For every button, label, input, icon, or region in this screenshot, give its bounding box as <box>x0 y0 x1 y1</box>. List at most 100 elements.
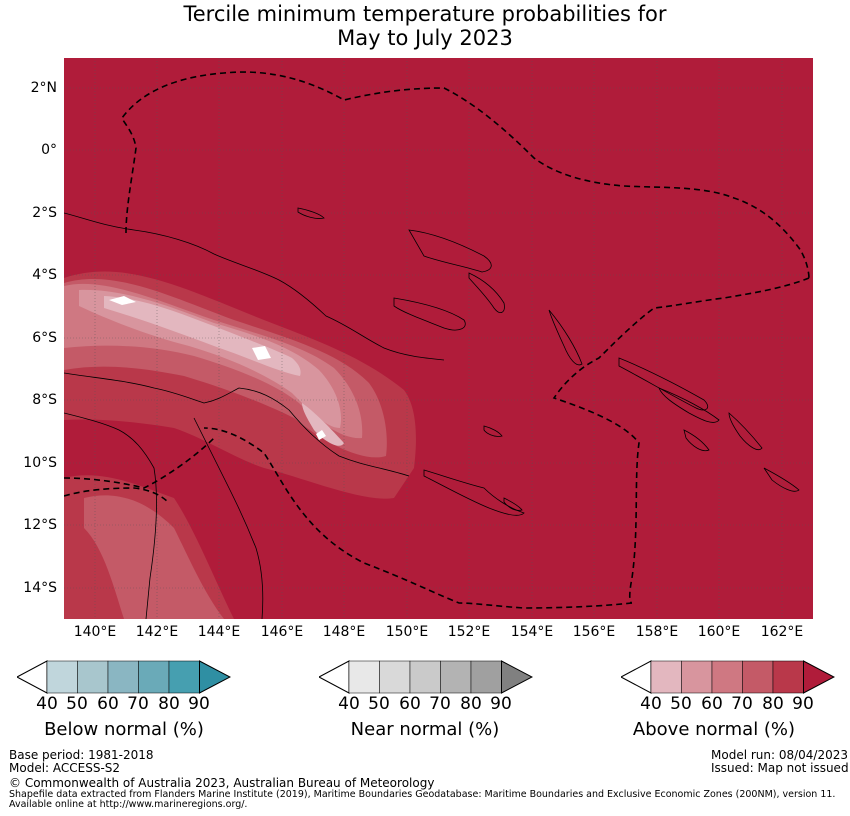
lon-label-146e: 146°E <box>260 624 304 640</box>
below-tick-40: 40 <box>36 694 58 714</box>
lat-label-0: 0° <box>41 142 57 158</box>
base-period-text: Base period: 1981-2018 <box>9 748 154 762</box>
cbar-near-60 <box>409 660 441 694</box>
cbar-above-50 <box>681 660 713 694</box>
cbar-above-under <box>621 660 652 694</box>
probability-map <box>64 58 813 619</box>
title-line-2: May to July 2023 <box>337 26 513 50</box>
lat-label-10s: 10°S <box>23 455 57 471</box>
below-tick-80: 80 <box>158 694 180 714</box>
new-guinea-south-coast <box>64 372 410 477</box>
map-title: Tercile minimum temperature probabilitie… <box>0 2 850 50</box>
shapefile-credit: Shapefile data extracted from Flanders M… <box>9 790 839 810</box>
cbar-near-under <box>319 660 350 694</box>
contour-below-40-spot2 <box>316 430 326 440</box>
cbar-above-70 <box>742 660 774 694</box>
bougainville <box>548 309 583 366</box>
small-island-2 <box>483 425 503 437</box>
below-tick-90: 90 <box>188 694 210 714</box>
louisiade-islands <box>423 469 525 516</box>
colorbar-above-normal <box>621 660 835 694</box>
near-tick-60: 60 <box>399 694 421 714</box>
lon-label-142e: 142°E <box>135 624 179 640</box>
contour-below-40-spot3 <box>109 296 136 305</box>
solomon-islands-3 <box>728 412 763 451</box>
contour-above-40 <box>104 296 301 376</box>
solomon-islands-4 <box>763 467 800 492</box>
contour-above-40-coast <box>302 403 344 446</box>
cbar-above-over <box>803 660 835 694</box>
small-island-1 <box>297 207 325 219</box>
contour-above-50 <box>79 289 342 428</box>
near-tick-40: 40 <box>338 694 360 714</box>
above-tick-90: 90 <box>792 694 814 714</box>
eez-boundaries <box>64 71 810 609</box>
cbar-below-70 <box>138 660 170 694</box>
lon-label-152e: 152°E <box>447 624 491 640</box>
lat-label-12s: 12°S <box>23 517 57 533</box>
above-tick-40: 40 <box>640 694 662 714</box>
lon-label-144e: 144°E <box>197 624 241 640</box>
lat-label-2n: 2°N <box>30 80 57 96</box>
issued-text: Issued: Map not issued <box>711 761 849 775</box>
cbar-near-70 <box>440 660 472 694</box>
new-guinea-north-coast <box>64 212 445 361</box>
solomon-islands-1 <box>618 357 709 411</box>
cbar-below-80 <box>168 660 200 694</box>
small-island-3 <box>503 497 523 511</box>
cbar-near-80 <box>470 660 502 694</box>
copyright-text: © Commonwealth of Australia 2023, Austra… <box>9 776 435 790</box>
title-line-1: Tercile minimum temperature probabilitie… <box>183 2 667 26</box>
coastlines <box>64 207 800 619</box>
lat-label-4s: 4°S <box>32 267 57 283</box>
shapefile-credit-line1: Shapefile data extracted from Flanders M… <box>9 789 836 800</box>
gulf-of-carpentaria <box>64 412 157 619</box>
lat-label-2s: 2°S <box>32 205 57 221</box>
cbar-near-50 <box>379 660 411 694</box>
lat-label-6s: 6°S <box>32 330 57 346</box>
lon-label-150e: 150°E <box>385 624 429 640</box>
above-tick-60: 60 <box>701 694 723 714</box>
near-tick-80: 80 <box>460 694 482 714</box>
new-britain <box>408 229 492 273</box>
lon-label-162e: 162°E <box>760 624 804 640</box>
model-text: Model: ACCESS-S2 <box>9 761 121 775</box>
cbar-above-80 <box>772 660 804 694</box>
lon-label-148e: 148°E <box>322 624 366 640</box>
above-tick-80: 80 <box>762 694 784 714</box>
cbar-below-50 <box>77 660 109 694</box>
shapefile-credit-line2: Available online at http://www.marinereg… <box>9 799 248 810</box>
lon-label-158e: 158°E <box>635 624 679 640</box>
png-eez-south <box>203 427 633 609</box>
above-normal-title: Above normal (%) <box>632 719 796 740</box>
cbar-near-over <box>501 660 533 694</box>
australia-eez-west <box>64 437 215 489</box>
lon-label-140e: 140°E <box>73 624 117 640</box>
lon-label-154e: 154°E <box>510 624 554 640</box>
below-tick-50: 50 <box>66 694 88 714</box>
australia-eez-south <box>64 487 170 504</box>
cbar-below-40 <box>46 660 78 694</box>
below-normal-title: Below normal (%) <box>44 719 204 740</box>
lat-label-8s: 8°S <box>32 392 57 408</box>
probability-contours <box>64 271 416 619</box>
new-ireland <box>468 272 505 313</box>
above-tick-50: 50 <box>670 694 692 714</box>
below-tick-70: 70 <box>127 694 149 714</box>
cape-york <box>193 417 264 619</box>
lon-label-160e: 160°E <box>697 624 741 640</box>
png-eez-east <box>552 277 810 604</box>
gridlines <box>64 58 813 619</box>
cbar-below-60 <box>107 660 139 694</box>
near-tick-70: 70 <box>429 694 451 714</box>
contour-below-40-spot1 <box>252 346 271 360</box>
cbar-below-under <box>17 660 48 694</box>
near-tick-90: 90 <box>490 694 512 714</box>
colorbar-below-normal <box>17 660 231 694</box>
near-tick-50: 50 <box>368 694 390 714</box>
cbar-below-over <box>199 660 231 694</box>
near-normal-title: Near normal (%) <box>350 719 500 740</box>
new-britain-east <box>393 297 466 331</box>
cbar-above-60 <box>711 660 743 694</box>
below-tick-60: 60 <box>97 694 119 714</box>
